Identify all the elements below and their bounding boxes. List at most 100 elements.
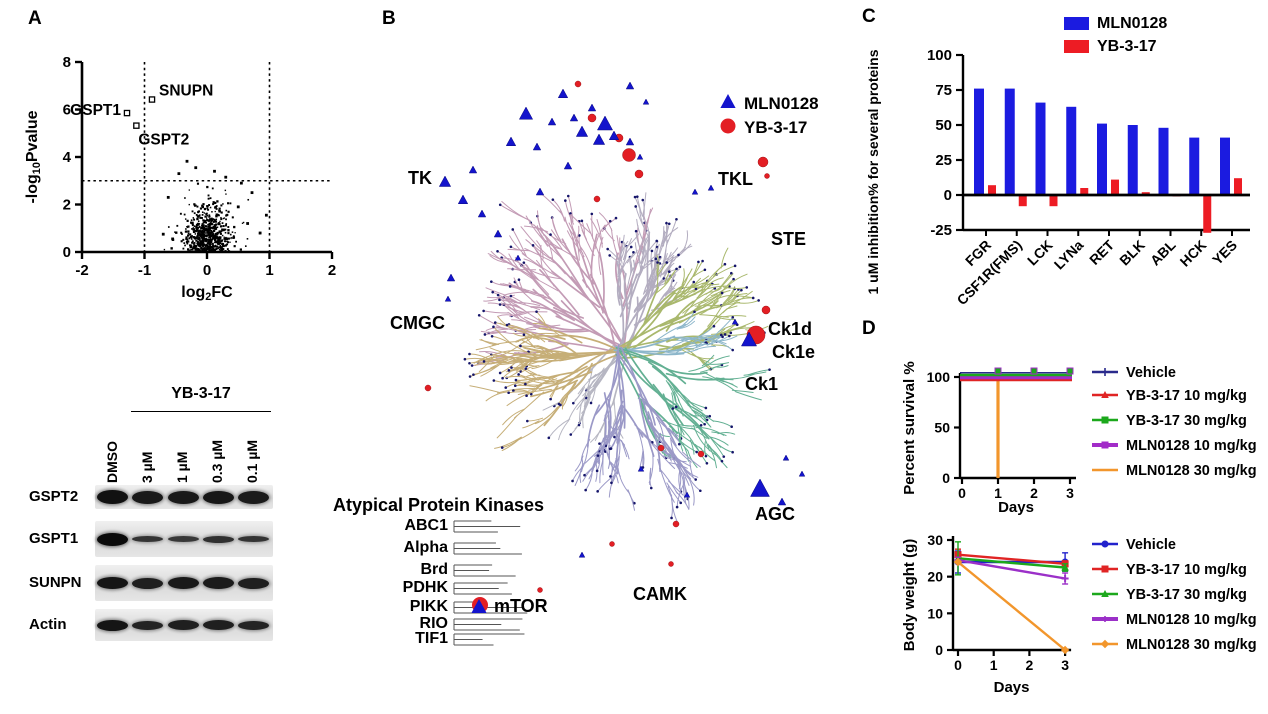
blot-band xyxy=(132,490,164,504)
volcano-plot: 0 2 4 6 8 -2 -1 0 1 2 log2FC -log10Pvalue GSPT1 GSPT2… xyxy=(24,54,336,303)
bar-mln0128 xyxy=(1189,137,1200,195)
x-tick-label: 1 xyxy=(265,262,273,279)
legend-series-label: YB-3-17 10 mg/kg xyxy=(1126,388,1247,404)
weight-series xyxy=(953,541,1070,655)
group-label: STE xyxy=(771,229,806,249)
blot-band xyxy=(132,620,164,630)
threshold-lines xyxy=(82,62,332,252)
highlight-label: Ck1e xyxy=(772,342,815,362)
blot-row-label: Actin xyxy=(29,616,67,633)
blot-band xyxy=(132,577,164,589)
blot-row-label: GSPT2 xyxy=(29,488,79,505)
gene-label: GSPT1 xyxy=(70,102,121,119)
y-tick-label: 10 xyxy=(927,605,943,621)
blot-band xyxy=(97,577,129,589)
legend-label-mln0128: MLN0128 xyxy=(1097,15,1167,32)
body-weight-line-chart: 0 10 20 30 0 1 2 3 Days Body weight (g) Vehicle YB-… xyxy=(901,532,1257,696)
mln0128-hit-markers xyxy=(438,81,806,558)
blot-band xyxy=(167,536,199,542)
blot-band xyxy=(237,490,269,504)
bar-yb317 xyxy=(988,185,996,195)
y-tick-label: 0 xyxy=(935,642,943,658)
blot-lane-label: 0.1 µM xyxy=(244,439,261,483)
y-axis-label: -log10Pvalue xyxy=(24,110,43,203)
x-tick-label: 1 xyxy=(990,657,998,673)
legend-series-label: YB-3-17 10 mg/kg xyxy=(1126,562,1247,578)
bar-mln0128 xyxy=(1035,102,1046,195)
category-label: RET xyxy=(1086,236,1117,267)
blot-band xyxy=(237,577,269,589)
y-tick-label: 25 xyxy=(935,152,952,169)
blot-strip xyxy=(95,609,273,641)
group-label: TKL xyxy=(718,169,753,189)
atypical-row-label: TIF1 xyxy=(415,630,448,647)
blot-row-label: GSPT1 xyxy=(29,530,79,547)
atypical-kinases: Atypical Protein Kinases ABC1 Alpha BrdPDHK… xyxy=(333,495,548,647)
blot-lane-label: 1 µM xyxy=(174,451,190,483)
bar-mln0128 xyxy=(1097,123,1107,195)
x-tick-label: 0 xyxy=(203,262,211,279)
blot-strip xyxy=(95,565,273,601)
bar-yb317 xyxy=(1111,179,1119,195)
blot-treatment-label: YB-3-17 xyxy=(171,385,231,402)
x-tick-label: 1 xyxy=(994,485,1002,501)
atypical-row-label: Alpha xyxy=(404,539,449,556)
y-tick-label: 0 xyxy=(944,187,952,204)
bar-yb317 xyxy=(1018,195,1027,207)
highlight-label: Ck1d xyxy=(768,319,812,339)
mtor-label: mTOR xyxy=(494,596,548,616)
bar-mln0128 xyxy=(1158,127,1169,195)
blot-band xyxy=(132,536,164,542)
category-label: YES xyxy=(1209,237,1240,268)
blot-treatment-underline xyxy=(131,411,271,412)
x-tick-label: 2 xyxy=(328,262,336,279)
x-tick-label: 2 xyxy=(1030,485,1038,501)
blot-band xyxy=(97,619,129,631)
x-tick-label: -1 xyxy=(138,262,151,279)
blot-strip xyxy=(95,485,273,509)
bar-yb317 xyxy=(1080,188,1089,195)
category-label: LCK xyxy=(1024,237,1056,269)
y-tick-label: 30 xyxy=(927,532,943,548)
group-label: TK xyxy=(408,168,432,188)
blot-band xyxy=(167,620,199,630)
bar-yb317 xyxy=(1203,195,1212,233)
bar-series xyxy=(974,88,1242,233)
category-label: HCK xyxy=(1177,237,1210,270)
blot-band xyxy=(237,536,269,542)
category-label: LYNa xyxy=(1051,237,1087,273)
bar-mln0128 xyxy=(1127,125,1138,195)
y-tick-label: 50 xyxy=(935,117,952,134)
bar-yb317 xyxy=(1049,195,1058,207)
gene-label: GSPT2 xyxy=(138,132,189,149)
bar-yb317 xyxy=(1234,178,1242,195)
atypical-row-label: RIO xyxy=(420,615,448,632)
group-label: Ck1 xyxy=(745,374,778,394)
legend-label-yb317: YB-3-17 xyxy=(744,118,807,137)
legend-series-label: MLN0128 10 mg/kg xyxy=(1126,612,1257,628)
x-tick-label: 3 xyxy=(1061,657,1069,673)
category-label: ABL xyxy=(1147,236,1179,268)
blot-lane-label: DMSO xyxy=(103,441,120,483)
inhibition-bar-chart: -25 0 25 50 75 100 1 uM inhibition% for severa… xyxy=(865,15,1250,308)
y-tick-label: 100 xyxy=(927,369,951,385)
legend-series-label: YB-3-17 30 mg/kg xyxy=(1126,587,1247,603)
blot-band xyxy=(202,577,234,589)
bar-mln0128 xyxy=(974,88,984,195)
x-tick-label: 0 xyxy=(954,657,962,673)
bar-mln0128 xyxy=(1220,137,1230,195)
y-tick-label: 2 xyxy=(63,197,71,214)
gene-label: SNUPN xyxy=(159,83,213,100)
legend-series-label: MLN0128 10 mg/kg xyxy=(1126,438,1257,454)
y-tick-label: 100 xyxy=(927,47,952,64)
blot-lane-label: 0.3 µM xyxy=(209,439,226,483)
y-tick-label: 8 xyxy=(63,54,71,71)
panel-label-a: A xyxy=(28,8,42,29)
legend-series-label: YB-3-17 30 mg/kg xyxy=(1126,413,1247,429)
y-axis-label: Body weight (g) xyxy=(901,539,918,652)
group-label: AGC xyxy=(755,504,795,524)
blot-band xyxy=(202,620,234,630)
bar-mln0128 xyxy=(1066,106,1077,195)
y-tick-label: 0 xyxy=(942,470,950,486)
line-axes: 0 50 100 0 1 2 3 xyxy=(927,369,1076,501)
